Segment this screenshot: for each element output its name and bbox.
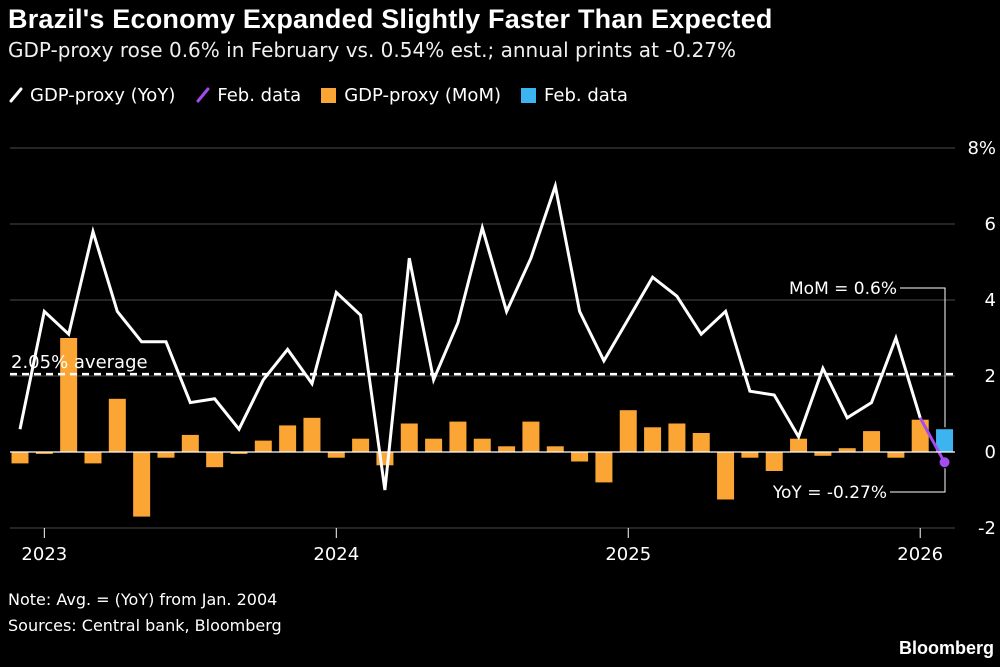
mom-bar <box>790 438 808 452</box>
legend-bar-swatch-feb <box>521 87 536 103</box>
x-tick-label: 2023 <box>21 544 67 565</box>
chart-title: Brazil's Economy Expanded Slightly Faste… <box>8 4 773 34</box>
y-tick-label: 4 <box>985 290 996 311</box>
mom-bar <box>449 421 467 452</box>
mom-bar <box>522 421 540 452</box>
mom-bar <box>400 423 418 452</box>
legend-item-mom: GDP-proxy (MoM) <box>321 85 501 106</box>
mom-bar <box>838 448 856 452</box>
mom-bar <box>327 452 345 458</box>
footnote: Note: Avg. = (YoY) from Jan. 2004 <box>8 590 278 609</box>
mom-bar <box>254 440 272 452</box>
mom-bar <box>911 419 929 452</box>
annotation-mom-leader <box>900 287 946 428</box>
y-tick-label: 6 <box>985 214 996 235</box>
feb-yoy-line <box>918 417 946 464</box>
mom-bar <box>133 452 151 517</box>
mom-bar <box>181 434 199 452</box>
legend-label-mom: GDP-proxy (MoM) <box>344 84 501 106</box>
legend-line-swatch-yoy <box>9 87 23 103</box>
y-tick-label: -2 <box>978 518 996 539</box>
annotation-mom: MoM = 0.6% <box>789 279 897 299</box>
mom-bar <box>35 452 53 454</box>
legend: GDP-proxy (YoY) Feb. data GDP-proxy (MoM… <box>8 82 648 108</box>
mom-bar <box>230 452 248 454</box>
y-tick-label: 2 <box>985 366 996 387</box>
mom-bar <box>741 452 759 458</box>
legend-item-yoy: GDP-proxy (YoY) <box>8 85 175 106</box>
legend-label-yoy: GDP-proxy (YoY) <box>30 84 176 106</box>
legend-line-swatch-feb <box>196 87 210 103</box>
mom-bar <box>546 446 564 452</box>
mom-bar <box>692 433 710 452</box>
mom-bar <box>644 427 662 452</box>
mom-bar <box>473 438 491 452</box>
legend-item-feb-mom: Feb. data <box>521 85 628 106</box>
annotation-yoy: YoY = -0.27% <box>772 483 887 503</box>
mom-bar <box>765 452 783 471</box>
mom-bar <box>352 438 370 452</box>
x-tick-label: 2024 <box>313 544 359 565</box>
feb-yoy-dot <box>939 457 950 468</box>
mom-bar <box>668 423 686 452</box>
mom-bar <box>11 452 29 464</box>
mom-bar <box>303 417 321 452</box>
feb-mom-bar <box>936 429 954 452</box>
sources: Sources: Central bank, Bloomberg <box>8 616 282 635</box>
y-tick-label: 0 <box>985 442 996 463</box>
y-tick-label: 8% <box>967 138 996 159</box>
mom-bar <box>60 338 78 452</box>
mom-bar <box>814 452 832 456</box>
mom-bar <box>157 452 175 458</box>
legend-item-feb-yoy: Feb. data <box>195 85 301 106</box>
legend-label-feb-yoy: Feb. data <box>217 84 302 106</box>
legend-bar-swatch-mom <box>321 87 337 103</box>
mom-bar <box>863 431 881 452</box>
mom-bar <box>887 452 905 458</box>
mom-bar <box>498 446 516 452</box>
mom-bar <box>425 438 443 452</box>
mom-bar <box>619 410 637 452</box>
mom-bar <box>206 452 224 468</box>
mom-bar <box>571 452 589 462</box>
mom-bar <box>279 425 297 452</box>
yoy-line <box>18 180 922 491</box>
mom-bar <box>595 452 613 483</box>
x-tick-label: 2025 <box>605 544 651 565</box>
chart-subtitle: GDP-proxy rose 0.6% in February vs. 0.54… <box>8 38 737 62</box>
mom-bar <box>717 452 735 500</box>
legend-label-feb-mom: Feb. data <box>544 84 628 106</box>
annotation-yoy-leader <box>890 468 946 493</box>
mom-bar <box>84 452 102 464</box>
average-label: 2.05% average <box>11 352 148 373</box>
x-tick-label: 2026 <box>897 544 943 565</box>
mom-bar <box>108 398 126 452</box>
bloomberg-logo: Bloomberg <box>898 638 994 658</box>
